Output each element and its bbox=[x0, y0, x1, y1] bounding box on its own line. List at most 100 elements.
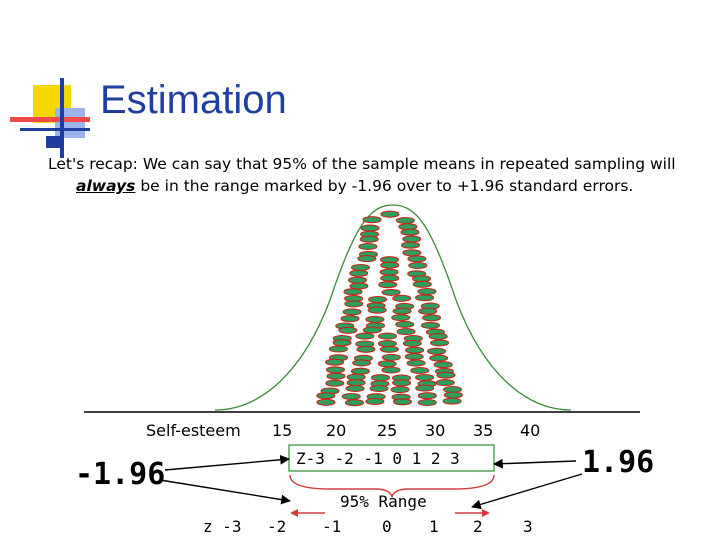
sample-mean-ellipse bbox=[408, 261, 428, 270]
z-row-tick: -2 bbox=[267, 517, 286, 536]
sample-mean-ellipse bbox=[402, 249, 422, 257]
sample-mean-ellipse bbox=[346, 379, 366, 387]
sample-mean-ellipse bbox=[392, 307, 412, 315]
sample-mean-ellipse bbox=[402, 339, 422, 347]
recap-text: Let's recap: We can say that 95% of the … bbox=[48, 153, 720, 197]
sample-mean-ellipse bbox=[345, 384, 365, 393]
sample-mean-ellipse bbox=[390, 386, 410, 394]
sample-mean-ellipse bbox=[418, 307, 438, 315]
sample-mean-ellipse bbox=[362, 326, 382, 334]
sample-mean-ellipse bbox=[316, 392, 336, 400]
sample-mean-ellipse bbox=[381, 353, 401, 361]
sample-mean-ellipse bbox=[362, 216, 382, 224]
sample-mean-ellipse bbox=[417, 398, 437, 407]
z-row-tick: 0 bbox=[382, 517, 392, 536]
sample-mean-ellipse bbox=[430, 339, 450, 347]
sample-mean-ellipse bbox=[378, 281, 398, 289]
sample-mean-ellipse bbox=[367, 306, 387, 314]
normal-curve bbox=[214, 204, 572, 411]
sample-mean-ellipse bbox=[417, 392, 437, 400]
sample-mean-ellipse bbox=[377, 360, 397, 368]
z-row-tick: 3 bbox=[523, 517, 533, 536]
sample-mean-ellipse bbox=[325, 379, 345, 387]
sample-mean-ellipse bbox=[420, 321, 441, 329]
sample-mean-ellipse bbox=[316, 398, 336, 406]
axis-tick: 25 bbox=[377, 421, 397, 440]
slide-logo-icon bbox=[10, 78, 90, 158]
sample-mean-ellipse bbox=[342, 308, 362, 316]
sample-mean-ellipse bbox=[380, 261, 400, 269]
z-row-tick: 1 bbox=[429, 517, 439, 536]
sample-mean-ellipse bbox=[377, 340, 397, 348]
sample-mean-ellipse bbox=[392, 398, 413, 406]
sample-mean-ellipse bbox=[380, 274, 400, 282]
sample-mean-ellipse bbox=[341, 392, 361, 401]
recap-emphasis: always bbox=[76, 177, 136, 195]
sample-mean-ellipse bbox=[415, 294, 435, 302]
range-arrowhead-right bbox=[482, 509, 490, 517]
axis-label: Self-esteem bbox=[146, 421, 241, 440]
arrow-right-to-z bbox=[471, 473, 583, 510]
sample-mean-ellipse bbox=[396, 328, 416, 336]
sample-mean-ellipse bbox=[400, 228, 420, 236]
sample-mean-ellipse bbox=[338, 326, 358, 334]
sample-mean-ellipse bbox=[332, 339, 352, 347]
sample-mean-ellipse bbox=[395, 320, 415, 328]
sample-mean-ellipse bbox=[365, 315, 385, 323]
sample-mean-ellipse bbox=[427, 347, 447, 355]
axis-tick: 40 bbox=[520, 421, 540, 440]
sample-mean-ellipse bbox=[356, 345, 376, 353]
sample-mean-ellipse bbox=[325, 358, 345, 366]
axis-tick: 30 bbox=[425, 421, 445, 440]
sample-mean-ellipse bbox=[433, 361, 453, 369]
sample-mean-ellipse bbox=[395, 216, 415, 225]
sample-mean-ellipse bbox=[340, 315, 360, 323]
sample-mean-ellipse bbox=[359, 235, 379, 243]
sample-mean-ellipse bbox=[407, 255, 427, 263]
z-row-prefix: z -3 bbox=[203, 517, 242, 536]
sample-mean-ellipse bbox=[325, 366, 346, 374]
sample-mean-ellipse bbox=[406, 359, 426, 367]
sample-mean-ellipse bbox=[410, 366, 430, 375]
sample-mean-ellipse bbox=[404, 353, 424, 361]
range-bracket bbox=[289, 474, 495, 498]
sample-mean-ellipse bbox=[350, 263, 371, 272]
sample-mean-ellipse bbox=[344, 399, 365, 407]
left-critical-value: -1.96 bbox=[75, 457, 165, 492]
sample-mean-ellipse bbox=[369, 384, 389, 393]
sample-mean-ellipse bbox=[347, 276, 368, 284]
sample-mean-ellipse bbox=[402, 235, 422, 243]
arrow-right-to-range bbox=[493, 458, 577, 469]
z-row-tick: 2 bbox=[473, 517, 483, 536]
axis-tick: 15 bbox=[272, 421, 292, 440]
sample-mean-ellipse bbox=[326, 372, 346, 380]
sample-mean-ellipse bbox=[443, 391, 463, 399]
sample-mean-ellipse bbox=[352, 359, 372, 367]
sample-mean-ellipse bbox=[365, 397, 385, 406]
sample-mean-ellipse bbox=[368, 295, 388, 304]
sample-mean-ellipse bbox=[357, 255, 377, 263]
sample-mean-ellipse bbox=[360, 224, 380, 232]
sample-mean-ellipse bbox=[428, 332, 448, 340]
sample-mean-ellipse bbox=[435, 379, 455, 387]
right-critical-value: 1.96 bbox=[582, 445, 654, 480]
sample-mean-ellipse bbox=[400, 241, 421, 249]
sample-mean-ellipse bbox=[429, 354, 449, 362]
sample-mean-ellipse bbox=[344, 300, 364, 308]
sample-mean-ellipse bbox=[349, 282, 369, 290]
sample-mean-ellipse bbox=[370, 374, 391, 382]
range-label: 95% Range bbox=[340, 492, 427, 511]
sample-mean-ellipse bbox=[343, 288, 363, 296]
sample-mean-ellipse bbox=[349, 269, 369, 277]
page-title: Estimation bbox=[100, 78, 287, 122]
sample-mean-ellipse bbox=[405, 346, 425, 354]
arrow-left-to-range bbox=[164, 454, 290, 471]
recap-line-2-rest: be in the range marked by -1.96 over to … bbox=[135, 177, 634, 195]
sample-mean-ellipse bbox=[379, 268, 399, 276]
sample-mean-ellipse bbox=[377, 332, 398, 340]
sample-mean-ellipse bbox=[328, 345, 348, 353]
recap-line-1: Let's recap: We can say that 95% of the … bbox=[48, 155, 676, 173]
range-arrowhead-left bbox=[290, 509, 298, 517]
sample-mean-ellipse bbox=[381, 288, 401, 296]
